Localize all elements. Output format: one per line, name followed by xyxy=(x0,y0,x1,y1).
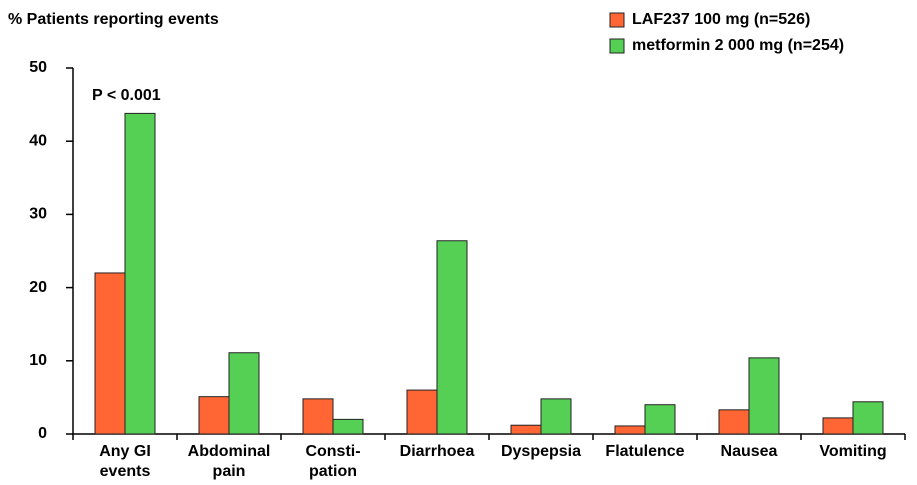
x-tick-label: Diarrhoea xyxy=(400,443,475,460)
y-tick-label: 0 xyxy=(38,425,47,442)
x-tick-label: Consti- xyxy=(305,443,360,460)
annotation: P < 0.001 xyxy=(92,87,161,104)
bar xyxy=(302,398,334,435)
x-tick-label: Abdominal xyxy=(188,443,271,460)
bar xyxy=(94,272,126,435)
bar xyxy=(718,409,750,435)
x-tick-label: Vomiting xyxy=(819,443,886,460)
bar xyxy=(822,417,854,435)
bar xyxy=(332,418,364,435)
x-tick-label: pation xyxy=(309,463,357,480)
y-tick-label: 30 xyxy=(29,206,47,223)
bar xyxy=(540,398,572,435)
bar xyxy=(198,396,230,435)
y-tick-label: 10 xyxy=(29,352,47,369)
legend-label: metformin 2 000 mg (n=254) xyxy=(632,37,844,54)
bar xyxy=(124,112,156,435)
bar xyxy=(852,401,884,435)
bar xyxy=(644,404,676,435)
x-tick-label: Any GI xyxy=(99,443,151,460)
bar xyxy=(510,424,542,435)
bar xyxy=(436,240,468,435)
bar xyxy=(406,389,438,435)
x-tick-label: Dyspepsia xyxy=(501,443,581,460)
bar xyxy=(228,352,260,435)
x-tick-label: pain xyxy=(213,463,246,480)
y-tick-label: 40 xyxy=(29,132,47,149)
bar xyxy=(748,357,780,435)
legend-swatch xyxy=(609,38,625,54)
x-tick-label: events xyxy=(100,463,151,480)
legend-swatch xyxy=(609,12,625,28)
y-tick-label: 20 xyxy=(29,279,47,296)
legend-label: LAF237 100 mg (n=526) xyxy=(632,11,810,28)
y-axis-title: % Patients reporting events xyxy=(8,11,219,28)
x-tick-label: Nausea xyxy=(721,443,778,460)
x-tick-label: Flatulence xyxy=(605,443,684,460)
y-tick-label: 50 xyxy=(29,59,47,76)
bar xyxy=(614,425,646,435)
